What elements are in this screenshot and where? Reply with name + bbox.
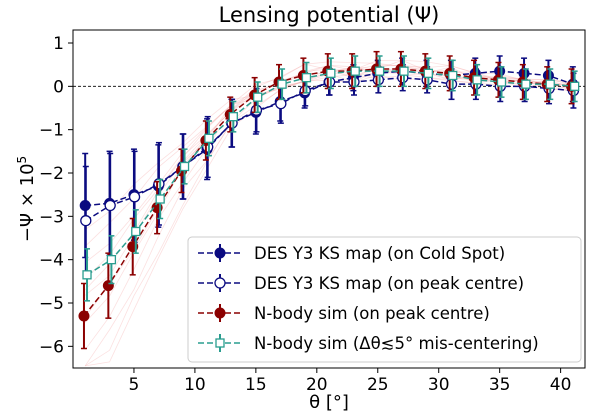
data-point: [204, 133, 214, 143]
data-point: [253, 92, 263, 102]
y-tick-label: 0: [53, 77, 64, 97]
legend-entry: DES Y3 KS map (on Cold Spot): [198, 244, 505, 263]
legend-label: DES Y3 KS map (on peak centre): [254, 274, 524, 293]
series-line: [83, 68, 572, 317]
data-point: [301, 73, 312, 83]
legend-entry: DES Y3 KS map (on peak centre): [198, 274, 524, 293]
data-point: [326, 68, 336, 78]
series-4: [82, 55, 580, 302]
y-tick-label: −4: [39, 251, 64, 271]
data-point: [155, 194, 165, 204]
data-point: [374, 66, 385, 76]
data-point: [153, 178, 165, 190]
legend-label: N-body sim (on peak centre): [254, 304, 490, 323]
realization-line: [84, 61, 573, 350]
data-point: [179, 161, 190, 172]
legend-label: DES Y3 KS map (on Cold Spot): [254, 244, 505, 263]
legend-entry: N-body sim (Δθ≲5° mis-centering): [198, 334, 539, 353]
data-point: [348, 76, 360, 88]
chart-legend: DES Y3 KS map (on Cold Spot) DES Y3 KS ma…: [187, 236, 582, 363]
y-axis-label: −Ψ × 105: [15, 156, 38, 242]
data-point: [104, 199, 116, 212]
x-tick-label: 10: [184, 375, 206, 395]
y-axis-label-main: −Ψ × 10: [17, 163, 38, 242]
plot-frame: [72, 29, 586, 369]
x-tick-label: 20: [306, 375, 328, 395]
data-point: [399, 66, 409, 76]
data-point: [228, 112, 238, 122]
data-point: [545, 79, 555, 89]
y-tick-label: −3: [39, 207, 64, 227]
y-axis-label-exponent: 5: [15, 156, 29, 164]
data-point: [128, 191, 141, 203]
x-tick-label: 35: [489, 375, 511, 395]
x-axis: 5 10 15 20 25 30 35 40: [129, 368, 572, 395]
legend-marker: [214, 247, 226, 259]
data-point: [569, 81, 580, 91]
data-point: [496, 77, 507, 87]
y-tick-label: −5: [39, 294, 64, 314]
y-tick-label: −6: [39, 337, 64, 357]
data-point: [323, 76, 336, 88]
data-point: [106, 255, 117, 265]
data-point: [472, 75, 482, 85]
legend-marker: [214, 277, 226, 289]
series-line: [85, 70, 574, 207]
x-tick-label: 40: [550, 375, 572, 395]
x-tick-label: 25: [367, 375, 389, 395]
x-tick-label: 30: [428, 375, 450, 395]
x-axis-label: θ [°]: [309, 392, 349, 413]
y-tick-label: 1: [53, 34, 64, 54]
data-point: [275, 98, 287, 110]
data-point: [445, 78, 458, 90]
data-point: [131, 226, 141, 237]
y-tick-label: −1: [39, 121, 64, 141]
data-point: [82, 270, 92, 280]
x-tick-label: 15: [245, 375, 267, 395]
y-axis: −6 −5 −4 −3 −2 −1 0 1: [39, 34, 73, 357]
data-point: [78, 310, 90, 322]
y-tick-label: −2: [39, 164, 64, 184]
data-point: [350, 66, 360, 76]
chart-title: Lensing potential (Ψ): [219, 3, 440, 27]
data-point: [423, 68, 434, 78]
legend-marker: [214, 307, 226, 319]
data-point: [299, 85, 311, 97]
data-point: [372, 74, 385, 86]
x-tick-label: 5: [129, 375, 140, 395]
series-layer: [78, 50, 580, 350]
legend-label: N-body sim (Δθ≲5° mis-centering): [254, 334, 539, 353]
data-point: [277, 79, 287, 89]
data-point: [80, 215, 92, 227]
data-point: [448, 70, 458, 81]
data-point: [521, 79, 531, 89]
legend-entry: N-body sim (on peak centre): [198, 304, 490, 323]
legend-marker: [215, 338, 225, 348]
data-point: [250, 104, 263, 116]
legend-box: [187, 236, 582, 363]
